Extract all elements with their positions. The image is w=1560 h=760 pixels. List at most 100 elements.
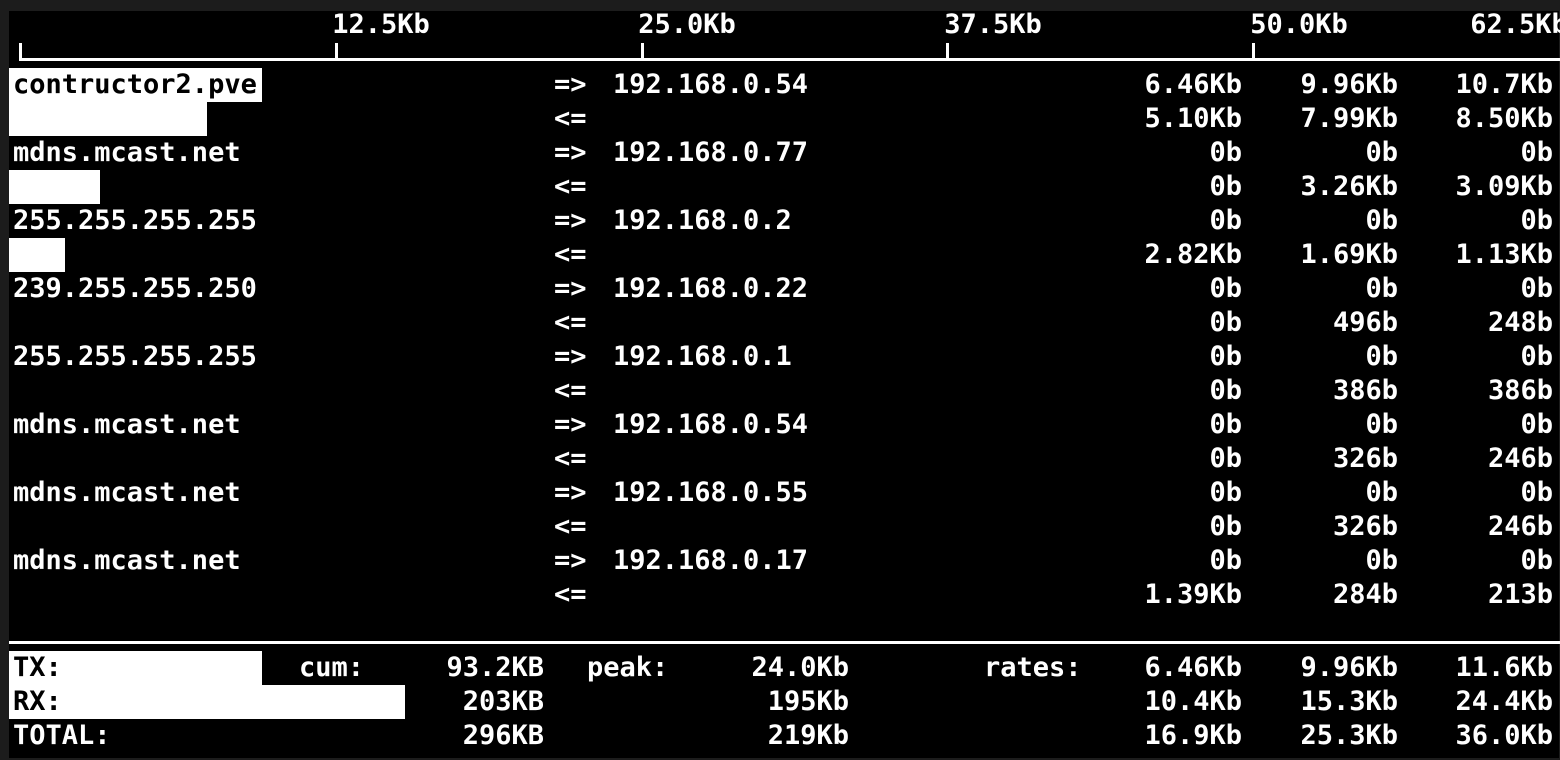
host-name: mdns.mcast.net <box>13 409 241 440</box>
scale-tick-3 <box>1252 43 1255 58</box>
totals-footer: TX: cum: peak: rates: 93.2KB 24.0Kb 6.46Kb 9.96… <box>9 651 1560 759</box>
peer-address: 192.168.0.77 <box>613 137 809 168</box>
host-name: mdns.mcast.net <box>13 137 241 168</box>
traffic-line-rx: <= 5.10Kb 7.99Kb 8.50Kb <box>9 102 1560 136</box>
rate-2s: 0b <box>1209 545 1242 576</box>
traffic-line-tx: 239.255.255.250 => 192.168.0.22 0b 0b 0b <box>9 272 1560 306</box>
rate-2s: 0b <box>1209 205 1242 236</box>
traffic-line-rx: <= 0b 326b 246b <box>9 442 1560 476</box>
traffic-line-rx: <= 0b 3.26Kb 3.09Kb <box>9 170 1560 204</box>
traffic-line-tx: contructor2.pve => 192.168.0.54 6.46Kb 9.96K… <box>9 68 1560 102</box>
rate-2s: 0b <box>1209 375 1242 406</box>
direction-arrow: <= <box>554 579 587 610</box>
connection-row[interactable]: mdns.mcast.net => 192.168.0.55 0b 0b 0b <= 0b 32… <box>9 476 1560 544</box>
rate-10s: 1.69Kb <box>1300 239 1398 270</box>
direction-arrow: <= <box>554 443 587 474</box>
rate-40s: 248b <box>1487 307 1553 338</box>
rate-40s: 213b <box>1487 579 1553 610</box>
connection-row[interactable]: mdns.mcast.net => 192.168.0.77 0b 0b 0b <= 0b 3.… <box>9 136 1560 204</box>
scale-tick-2 <box>946 43 949 58</box>
connection-row[interactable]: mdns.mcast.net => 192.168.0.54 0b 0b 0b <= 0b 32… <box>9 408 1560 476</box>
connection-row[interactable]: 255.255.255.255 => 192.168.0.2 0b 0b 0b <= 2.82… <box>9 204 1560 272</box>
host-name: 255.255.255.255 <box>13 205 257 236</box>
total-rate-2s: 16.9Kb <box>1144 720 1242 751</box>
rate-10s: 0b <box>1365 341 1398 372</box>
cum-value: 203KB <box>462 686 544 717</box>
peer-address: 192.168.0.1 <box>613 341 792 372</box>
traffic-line-tx: mdns.mcast.net => 192.168.0.77 0b 0b 0b <box>9 136 1560 170</box>
peer-address: 192.168.0.54 <box>613 409 809 440</box>
rate-2s: 0b <box>1209 137 1242 168</box>
total-rate-10s: 9.96Kb <box>1300 652 1398 683</box>
rate-40s: 246b <box>1487 511 1553 542</box>
direction-arrow: <= <box>554 103 587 134</box>
rate-10s: 284b <box>1332 579 1398 610</box>
traffic-line-rx: <= 0b 326b 246b <box>9 510 1560 544</box>
rate-2s: 0b <box>1209 477 1242 508</box>
direction-arrow: => <box>554 477 587 508</box>
rate-40s: 0b <box>1520 205 1553 236</box>
rate-40s: 3.09Kb <box>1455 171 1553 202</box>
rate-10s: 9.96Kb <box>1300 69 1398 100</box>
rate-40s: 0b <box>1520 477 1553 508</box>
rate-10s: 3.26Kb <box>1300 171 1398 202</box>
rate-10s: 326b <box>1332 443 1398 474</box>
host-name: 255.255.255.255 <box>13 341 257 372</box>
rate-2s: 2.82Kb <box>1144 239 1242 270</box>
connection-row[interactable]: 239.255.255.250 => 192.168.0.22 0b 0b 0b <= 0b 4… <box>9 272 1560 340</box>
peer-address: 192.168.0.54 <box>613 69 809 100</box>
connection-table[interactable]: contructor2.pve => 192.168.0.54 6.46Kb 9.96K… <box>9 68 1560 636</box>
direction-arrow: <= <box>554 307 587 338</box>
connection-row[interactable]: contructor2.pve => 192.168.0.54 6.46Kb 9.96K… <box>9 68 1560 136</box>
rate-40s: 0b <box>1520 273 1553 304</box>
rate-2s: 0b <box>1209 273 1242 304</box>
rate-40s: 10.7Kb <box>1455 69 1553 100</box>
total-rate-40s: 24.4Kb <box>1455 686 1553 717</box>
rate-2s: 0b <box>1209 341 1242 372</box>
rate-2s: 0b <box>1209 171 1242 202</box>
bandwidth-bar-tx <box>9 68 262 102</box>
host-name: mdns.mcast.net <box>13 545 241 576</box>
totals-row: TX: cum: peak: rates: 93.2KB 24.0Kb 6.46Kb 9.96… <box>9 651 1560 685</box>
connection-row[interactable]: mdns.mcast.net => 192.168.0.17 0b 0b 0b <= 1.39… <box>9 544 1560 612</box>
bandwidth-bar-rx <box>9 102 207 136</box>
cum-header: cum: <box>299 652 365 683</box>
host-name: 239.255.255.250 <box>13 273 257 304</box>
rate-40s: 0b <box>1520 341 1553 372</box>
totals-label: TX: <box>13 652 62 683</box>
rate-2s: 0b <box>1209 307 1242 338</box>
bandwidth-scale: 12.5Kb 25.0Kb 37.5Kb 50.0Kb 62.5Kb <box>9 9 1560 68</box>
rate-40s: 386b <box>1487 375 1553 406</box>
connection-row[interactable]: 255.255.255.255 => 192.168.0.1 0b 0b 0b <= 0b 38… <box>9 340 1560 408</box>
bandwidth-bar-rx <box>9 170 100 204</box>
peak-value: 195Kb <box>767 686 849 717</box>
total-rate-2s: 10.4Kb <box>1144 686 1242 717</box>
total-rate-10s: 15.3Kb <box>1300 686 1398 717</box>
rates-header: rates: <box>984 652 1082 683</box>
totals-row: RX: 203KB 195Kb 10.4Kb 15.3Kb 24.4Kb <box>9 685 1560 719</box>
traffic-line-tx: mdns.mcast.net => 192.168.0.54 0b 0b 0b <box>9 408 1560 442</box>
rate-2s: 0b <box>1209 443 1242 474</box>
direction-arrow: <= <box>554 171 587 202</box>
cum-value: 93.2KB <box>446 652 544 683</box>
traffic-line-tx: mdns.mcast.net => 192.168.0.55 0b 0b 0b <box>9 476 1560 510</box>
rate-10s: 0b <box>1365 477 1398 508</box>
total-rate-40s: 11.6Kb <box>1455 652 1553 683</box>
rate-10s: 326b <box>1332 511 1398 542</box>
scale-tick-0 <box>335 43 338 58</box>
total-rate-40s: 36.0Kb <box>1455 720 1553 751</box>
rate-40s: 246b <box>1487 443 1553 474</box>
rate-2s: 0b <box>1209 511 1242 542</box>
cum-value: 296KB <box>462 720 544 751</box>
direction-arrow: => <box>554 273 587 304</box>
peak-header: peak: <box>587 652 669 683</box>
totals-row: TOTAL: 296KB 219Kb 16.9Kb 25.3Kb 36.0Kb <box>9 719 1560 753</box>
scale-label-1: 25.0Kb <box>638 9 736 40</box>
rate-10s: 0b <box>1365 205 1398 236</box>
direction-arrow: => <box>554 137 587 168</box>
rate-2s: 1.39Kb <box>1144 579 1242 610</box>
rate-40s: 0b <box>1520 137 1553 168</box>
bandwidth-bar-rx <box>9 238 65 272</box>
rate-10s: 7.99Kb <box>1300 103 1398 134</box>
